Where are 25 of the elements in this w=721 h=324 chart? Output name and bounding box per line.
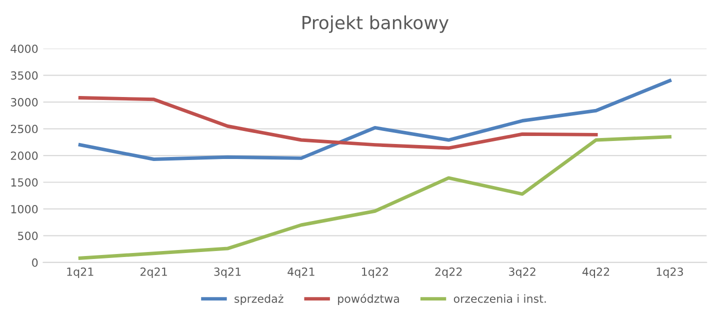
x-tick-label: 3q21 (214, 267, 241, 278)
x-tick-label: 1q23 (656, 267, 683, 278)
legend-label: orzeczenia i inst. (454, 294, 546, 303)
y-tick-label: 500 (18, 232, 38, 240)
y-tick-label: 2000 (10, 151, 38, 160)
line-series (78, 96, 598, 150)
x-tick-label: 1q22 (362, 267, 388, 278)
x-tick-label: 1q21 (67, 267, 94, 278)
y-tick-label: 3500 (10, 71, 38, 80)
x-tick-label: 2q21 (140, 267, 167, 278)
x-tick-label: 4q21 (288, 267, 314, 278)
line-series (78, 135, 672, 260)
y-tick-label: 1500 (11, 178, 38, 187)
y-tick-label: 3000 (10, 98, 38, 106)
x-tick-label: 3q22 (509, 267, 536, 278)
x-tick-label: 4q22 (582, 267, 610, 278)
legend-label: powództwa (338, 294, 399, 306)
line-series (78, 78, 672, 161)
y-tick-label: 2500 (10, 124, 38, 134)
legend-label: sprzedaż (234, 294, 284, 306)
y-tick-label: 4000 (10, 44, 38, 53)
y-tick-label: 1000 (11, 204, 38, 214)
x-tick-label: 2q22 (435, 267, 462, 278)
chart-title: Projekt bankowy (302, 15, 449, 33)
y-tick-label: 0 (32, 258, 38, 267)
